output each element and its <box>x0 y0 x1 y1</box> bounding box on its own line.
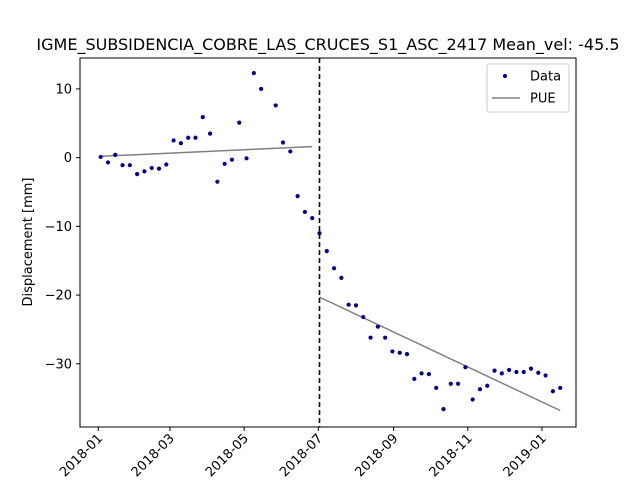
data-point <box>507 367 512 373</box>
data-point <box>324 248 329 254</box>
data-point <box>317 231 322 236</box>
data-point <box>215 179 220 184</box>
y-tick-label: 0 <box>64 151 72 166</box>
pue-line <box>100 145 313 158</box>
data-point <box>528 366 534 371</box>
data-point <box>383 335 388 340</box>
plot-area: 10 0 −10 −20 −30 2018-01 2018-03 2018-05 2018-07… <box>45 57 577 480</box>
data-point <box>339 275 344 280</box>
y-tick-label: 10 <box>55 82 72 97</box>
data-point <box>558 385 563 390</box>
x-tick-label: 2018-11 <box>427 431 476 480</box>
legend-frame <box>486 63 570 113</box>
data-point <box>244 156 249 161</box>
y-tick-label: −10 <box>45 220 72 235</box>
y-tick-label: −30 <box>45 357 72 372</box>
data-point <box>485 383 490 388</box>
data-point <box>295 194 300 199</box>
data-point <box>390 349 395 354</box>
data-point <box>353 303 359 308</box>
data-point <box>492 368 497 373</box>
data-point <box>251 71 256 76</box>
data-point <box>543 373 548 378</box>
data-point <box>156 166 162 171</box>
legend-label-pue: PUE <box>530 92 556 107</box>
data-point <box>419 371 424 376</box>
y-axis-label: Displacement [mm] <box>21 178 36 307</box>
data-point <box>448 381 453 386</box>
data-point <box>514 369 519 375</box>
data-point <box>441 407 446 412</box>
data-point <box>426 371 432 377</box>
data-point <box>135 172 140 177</box>
data-point <box>368 335 373 340</box>
pue-line <box>319 296 561 412</box>
data-point <box>186 135 191 140</box>
data-point <box>375 324 380 329</box>
x-tick-label: 2018-07 <box>277 431 326 480</box>
data-point <box>207 131 213 136</box>
y-tick-label: −20 <box>45 289 72 304</box>
data-point <box>98 154 103 160</box>
data-point <box>164 162 169 167</box>
data-point <box>280 140 286 145</box>
x-tick-label: 2018-09 <box>352 431 401 480</box>
data-point <box>288 149 293 154</box>
data-point <box>331 266 337 271</box>
legend-label-data: Data <box>530 70 561 85</box>
data-point <box>105 160 111 165</box>
data-point <box>149 165 154 171</box>
legend-marker-data <box>502 73 508 79</box>
data-point <box>200 114 205 120</box>
data-point <box>259 86 264 92</box>
chart-title: IGME_SUBSIDENCIA_COBRE_LAS_CRUCES_S1_ASC… <box>36 35 619 55</box>
data-point <box>521 369 526 375</box>
x-tick-label: 2018-05 <box>203 431 252 480</box>
x-tick-label: 2018-01 <box>57 431 106 480</box>
data-point <box>113 152 118 157</box>
data-point <box>310 216 315 221</box>
data-point <box>171 138 176 143</box>
data-point <box>470 397 475 402</box>
data-point <box>142 169 147 174</box>
data-point <box>434 385 439 390</box>
x-tick-label: 2018-03 <box>129 431 178 480</box>
data-point <box>229 157 235 162</box>
data-point <box>455 381 461 386</box>
data-point <box>477 387 483 392</box>
x-tick-label: 2019-01 <box>501 431 550 480</box>
data-point <box>361 314 366 320</box>
data-point <box>412 376 417 381</box>
data-point <box>273 103 278 108</box>
data-point <box>550 389 556 394</box>
data-point <box>302 209 308 215</box>
data-point <box>499 371 504 376</box>
data-point <box>346 302 351 307</box>
data-point <box>120 163 125 168</box>
data-point <box>404 352 410 357</box>
axes-frame <box>79 57 577 428</box>
data-point <box>397 350 402 355</box>
data-point <box>193 135 198 140</box>
data-point <box>178 141 184 146</box>
data-point <box>463 365 468 370</box>
data-point <box>222 161 227 166</box>
data-point <box>536 370 541 375</box>
data-point <box>237 120 242 125</box>
data-point <box>127 163 132 168</box>
legend: Data PUE <box>486 63 570 113</box>
